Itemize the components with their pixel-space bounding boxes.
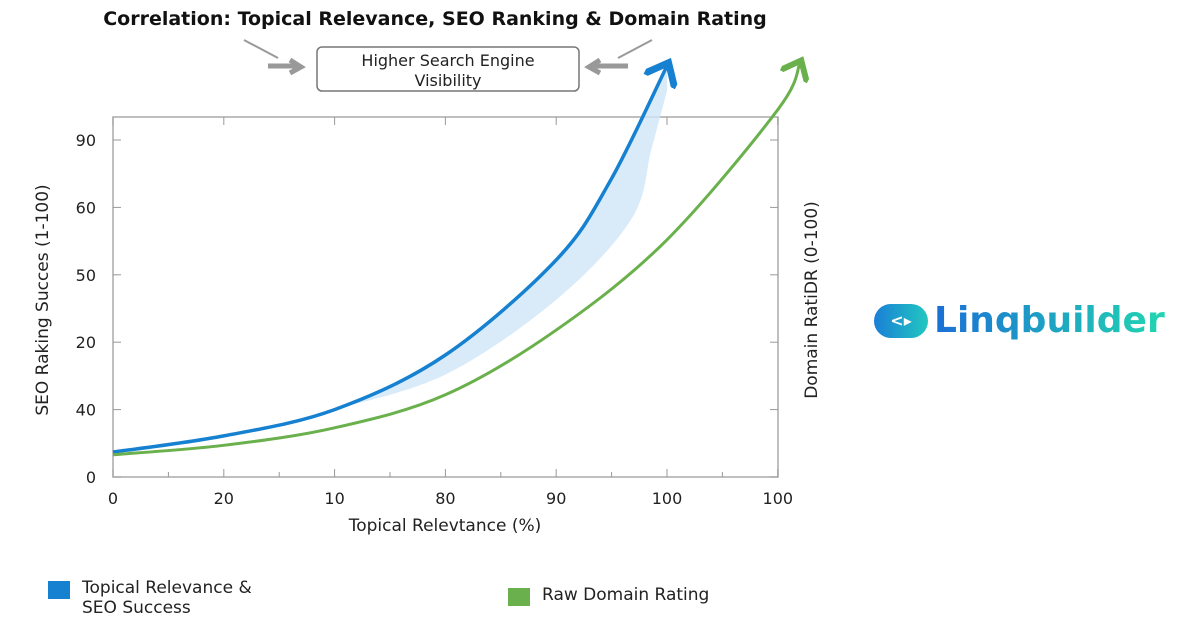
left-diag-arrow-icon (243, 39, 279, 59)
shaded-band (334, 65, 667, 410)
y-tick-label: 0 (86, 468, 96, 487)
plot-frame (112, 116, 779, 478)
x-tick-label: 10 (324, 489, 344, 508)
left-arrow-icon (268, 57, 306, 76)
callout-line1: Higher Search Engine (361, 51, 534, 70)
y-tick-label: 90 (76, 131, 96, 150)
x-tick-label: 80 (435, 489, 455, 508)
logo-mark-icon: <▸ (874, 303, 928, 338)
y-tick-label: 50 (76, 266, 96, 285)
legend-item-domain-rating: Raw Domain Rating (508, 585, 709, 606)
legend-label: Topical Relevance & (82, 578, 252, 598)
legend-label-cont: SEO Success (82, 598, 191, 618)
x-tick-label: 100 (763, 489, 794, 508)
series-line-domain-rating (112, 63, 800, 457)
legend-item-seo-success: Topical Relevance & SEO Success (48, 578, 252, 618)
x-tick-label: 90 (546, 489, 566, 508)
callout-line2: Visibility (414, 71, 481, 90)
y-tick-label: 40 (76, 401, 96, 420)
legend-label: Raw Domain Rating (542, 585, 710, 605)
y-tick-label: 20 (76, 333, 96, 352)
legend-swatch-blue (48, 581, 70, 599)
chart-title: Correlation: Topical Relevance, SEO Rank… (103, 8, 767, 30)
x-tick-label: 100 (652, 489, 683, 508)
legend-swatch-green (508, 588, 530, 606)
series-line-seo-success (112, 66, 667, 454)
right-arrow-icon (584, 57, 628, 76)
logo-text: Linqbuilder (934, 300, 1165, 341)
x-axis-label: Topical Relevtance (%) (348, 516, 542, 536)
callout-box (316, 46, 580, 92)
y2-axis-label: Domain RatiDR (0-100) (802, 201, 822, 399)
callout: Higher Search Engine Visibility (243, 39, 653, 92)
linqbuilder-logo: <▸ Linqbuilder (874, 300, 1165, 341)
y-axis-label: SEO Raking Succes (1-100) (33, 184, 53, 415)
x-tick-label: 20 (214, 489, 234, 508)
y-tick-label: 60 (76, 198, 96, 217)
right-diag-arrow-icon (617, 39, 653, 59)
x-tick-label: 0 (108, 489, 118, 508)
